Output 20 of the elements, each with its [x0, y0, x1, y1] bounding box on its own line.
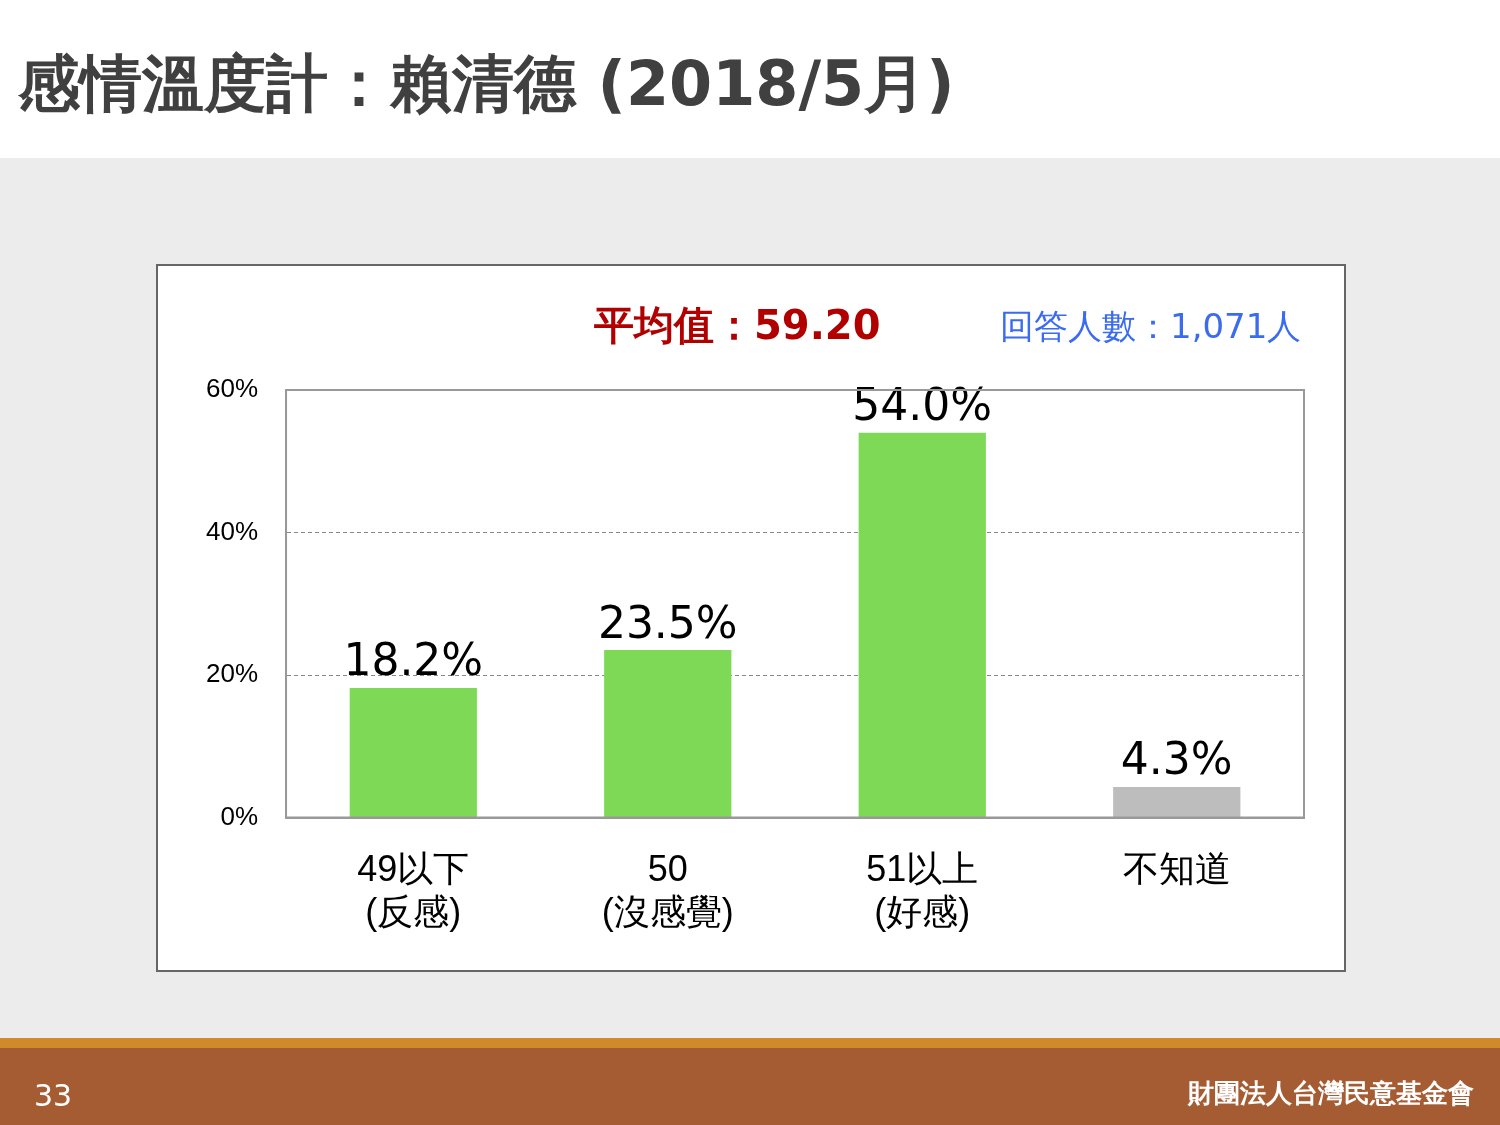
x-tick-label: 51以上 (好感) — [866, 848, 979, 933]
data-label: 23.5% — [597, 596, 738, 648]
bar — [349, 687, 477, 818]
y-tick-label: 40% — [205, 515, 259, 546]
data-label: 4.3% — [1120, 733, 1233, 785]
bar — [1113, 786, 1241, 818]
y-tick-label: 0% — [220, 800, 259, 831]
data-label: 18.2% — [343, 634, 484, 686]
x-tick-label: 50 (沒感覺) — [601, 848, 734, 933]
x-tick-label: 49以下 (反感) — [357, 848, 470, 933]
y-tick-label: 60% — [205, 373, 259, 404]
text: 財團法人台灣民意基金會 — [1188, 1077, 1474, 1110]
bar — [604, 650, 732, 818]
text: 平均值：59.20 — [594, 301, 881, 350]
x-tick-label: 不知道 — [1122, 848, 1231, 890]
text: 33 — [34, 1078, 73, 1113]
bar — [858, 432, 986, 818]
chart-title: 感情溫度計：賴清德 (2018/5月) — [18, 46, 955, 122]
text: 回答人數：1,071人 — [1000, 305, 1302, 348]
y-tick-label: 20% — [205, 658, 259, 689]
